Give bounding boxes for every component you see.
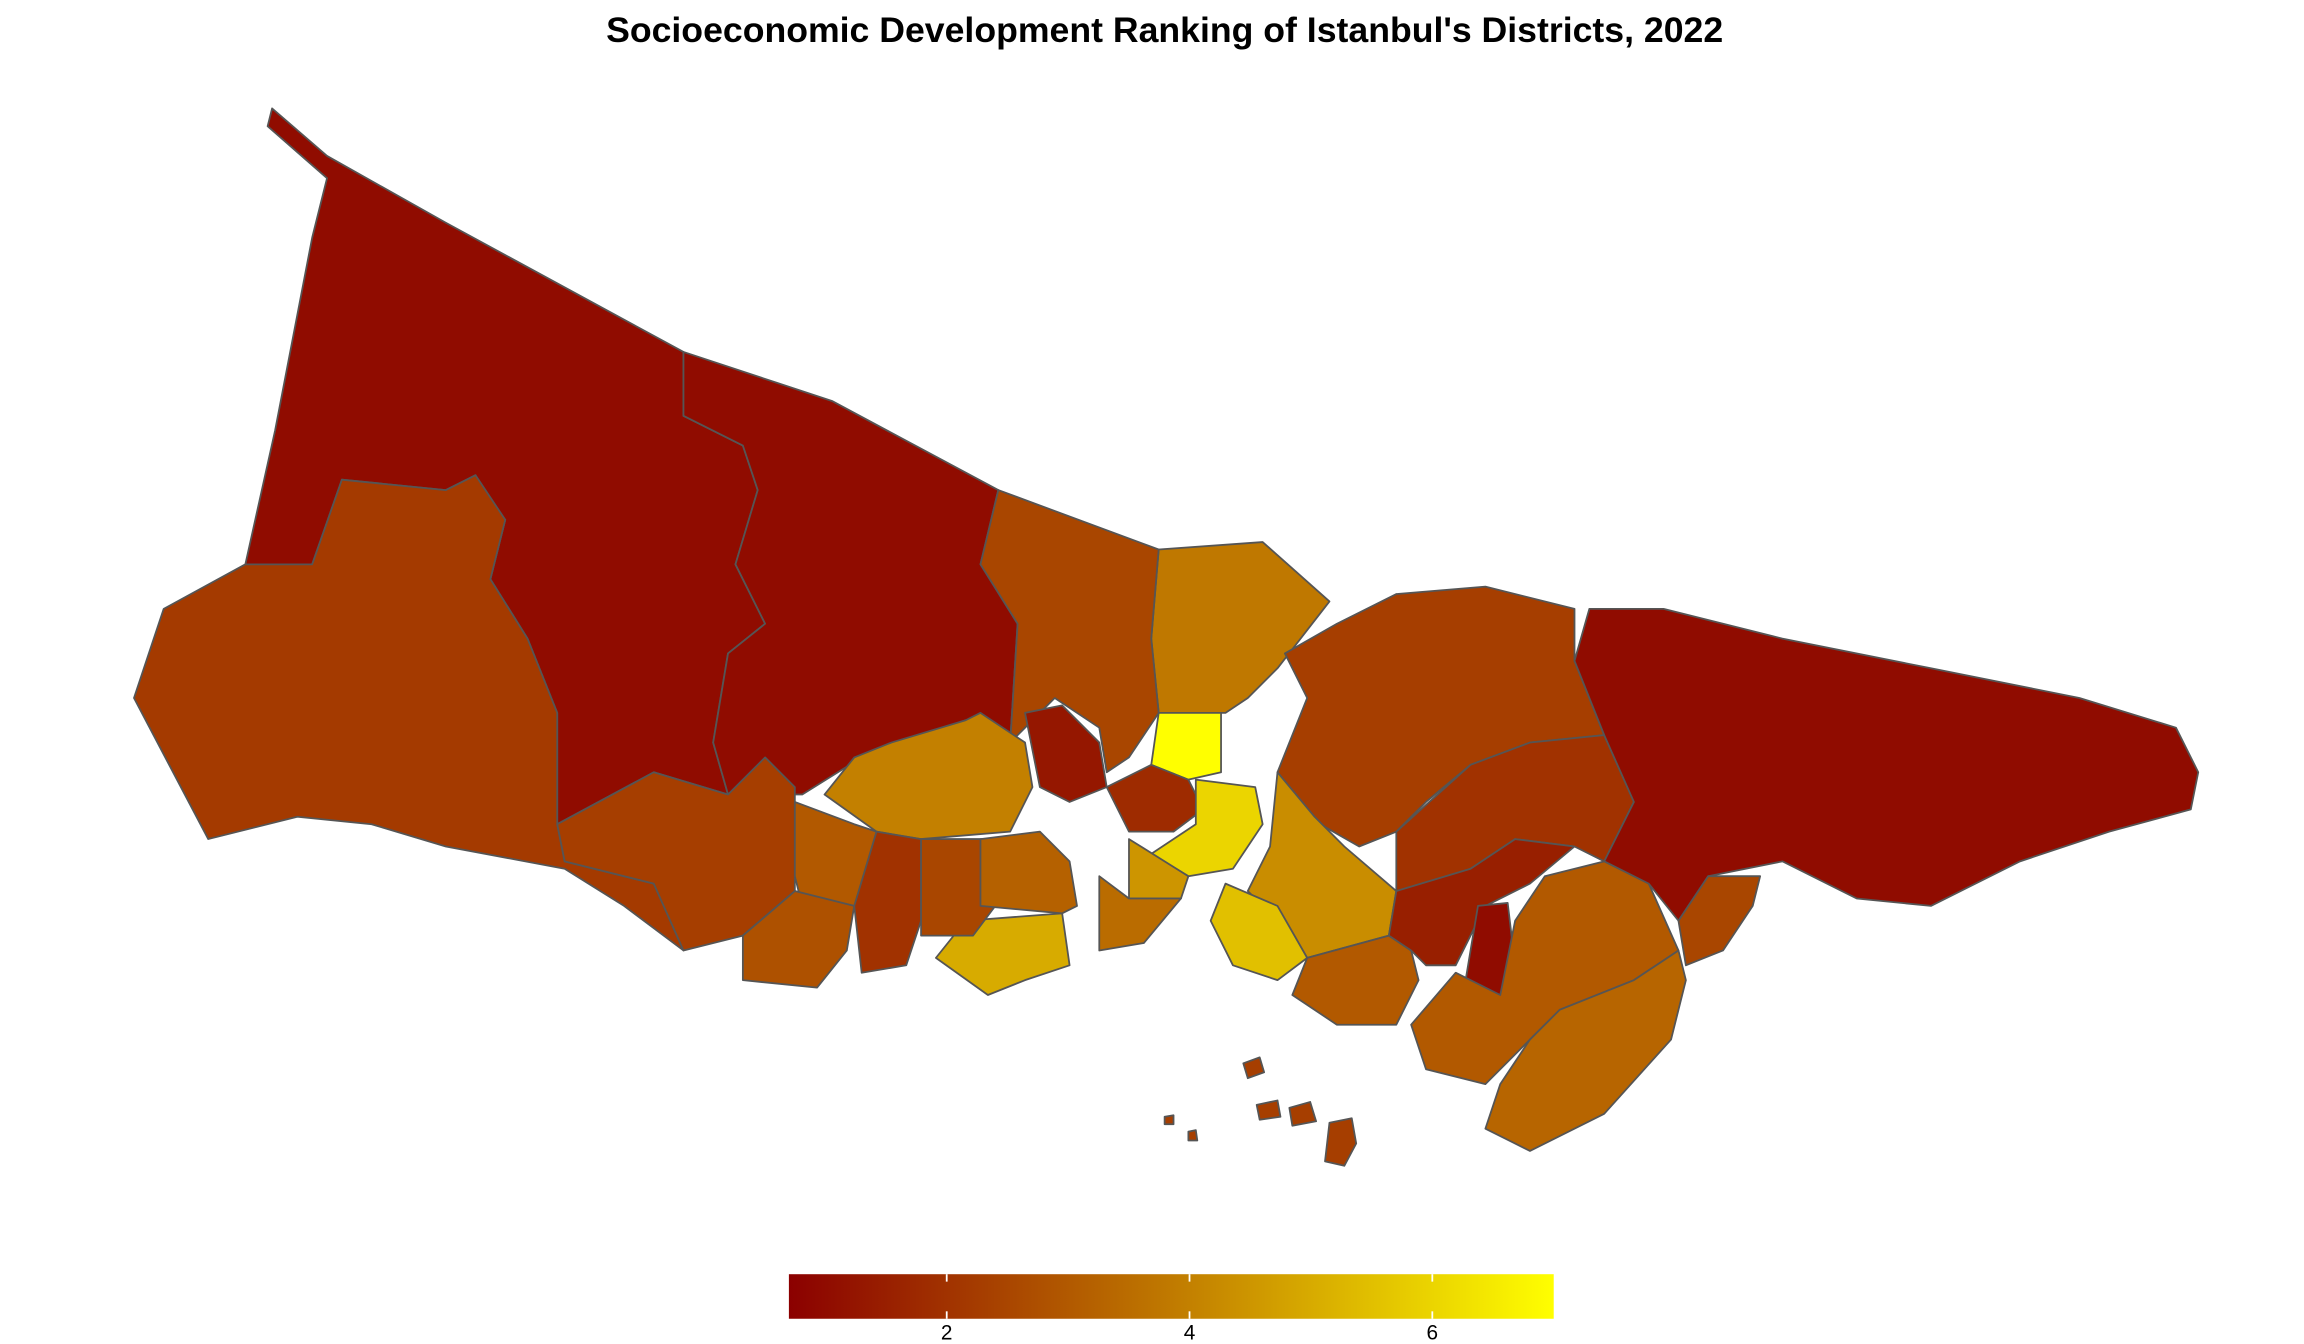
district (133, 474, 685, 952)
color-bar (788, 1274, 1554, 1319)
tick-label: 6 (1427, 1322, 1439, 1344)
district (1573, 607, 2200, 922)
district (823, 711, 1034, 840)
map-title: Socioeconomic Development Ranking of Ist… (606, 10, 1723, 50)
district (979, 830, 1078, 915)
district (1163, 1056, 1358, 1167)
district (1098, 875, 1182, 952)
district (741, 890, 856, 989)
color-legend: 2 4 6 (788, 1274, 1554, 1344)
district (1150, 778, 1264, 878)
district (1677, 875, 1762, 967)
district (1209, 882, 1309, 982)
district (920, 838, 997, 937)
tick-label: 2 (941, 1322, 953, 1344)
district (979, 489, 1160, 774)
district (1150, 711, 1222, 781)
districts (133, 107, 2200, 1167)
district (1484, 949, 1687, 1152)
tick-label: 4 (1184, 1322, 1196, 1344)
